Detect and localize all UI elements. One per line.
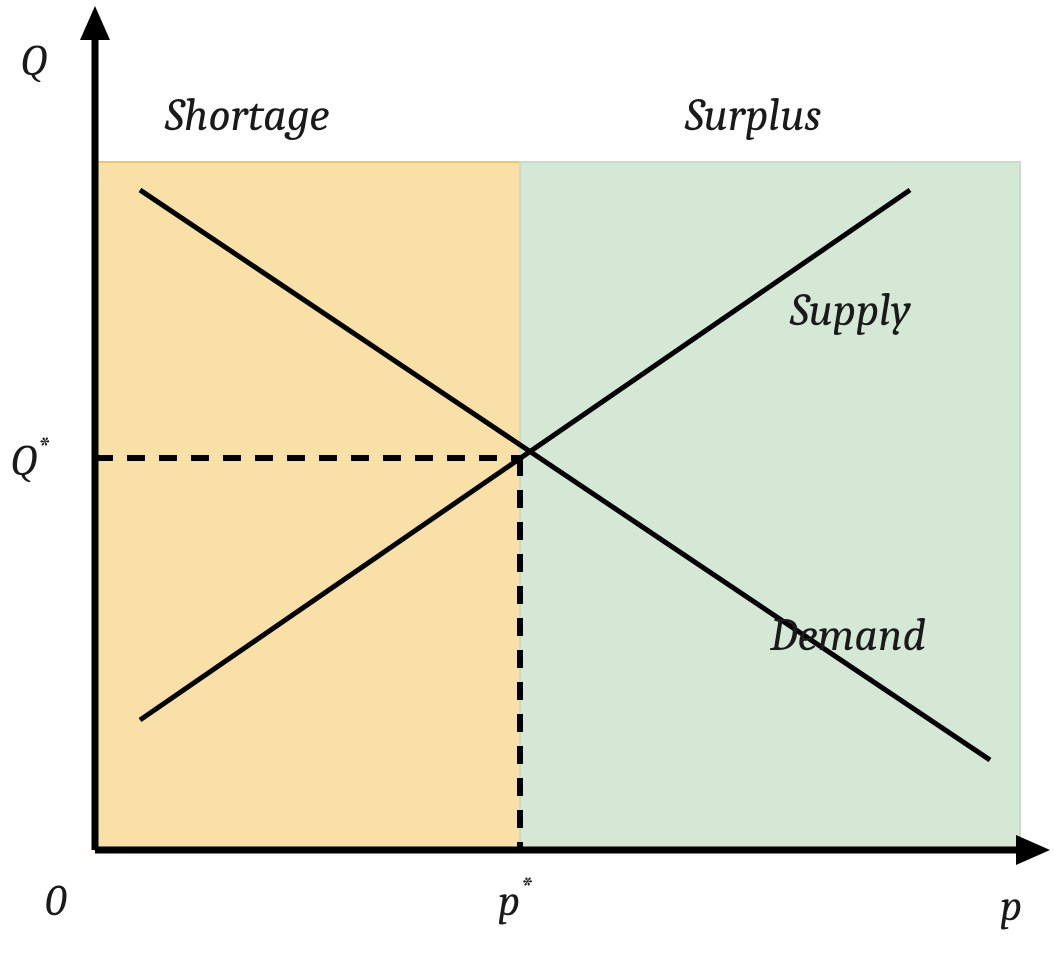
y-axis-arrow (80, 6, 110, 40)
shortage-region (95, 162, 520, 850)
p-star-base: p (498, 875, 520, 926)
y-axis-label: Q (20, 35, 47, 86)
supply-demand-chart: Shortage Surplus Supply Demand Q p 0 p* … (0, 0, 1054, 954)
supply-line-label: Supply (789, 284, 912, 337)
p-star-sup: * (520, 870, 532, 905)
q-star-sup: * (37, 430, 49, 465)
shortage-label: Shortage (164, 89, 329, 142)
x-axis-arrow (1016, 835, 1050, 865)
q-star-base: Q (10, 435, 37, 486)
surplus-label: Surplus (684, 89, 822, 142)
x-axis-label: p (1000, 880, 1022, 931)
surplus-region (520, 162, 1020, 850)
p-star-label: p* (498, 870, 532, 926)
origin-label: 0 (45, 875, 67, 926)
q-star-label: Q* (10, 430, 49, 486)
demand-line-label: Demand (769, 609, 926, 662)
chart-svg: Shortage Surplus Supply Demand Q p 0 p* … (0, 0, 1054, 954)
